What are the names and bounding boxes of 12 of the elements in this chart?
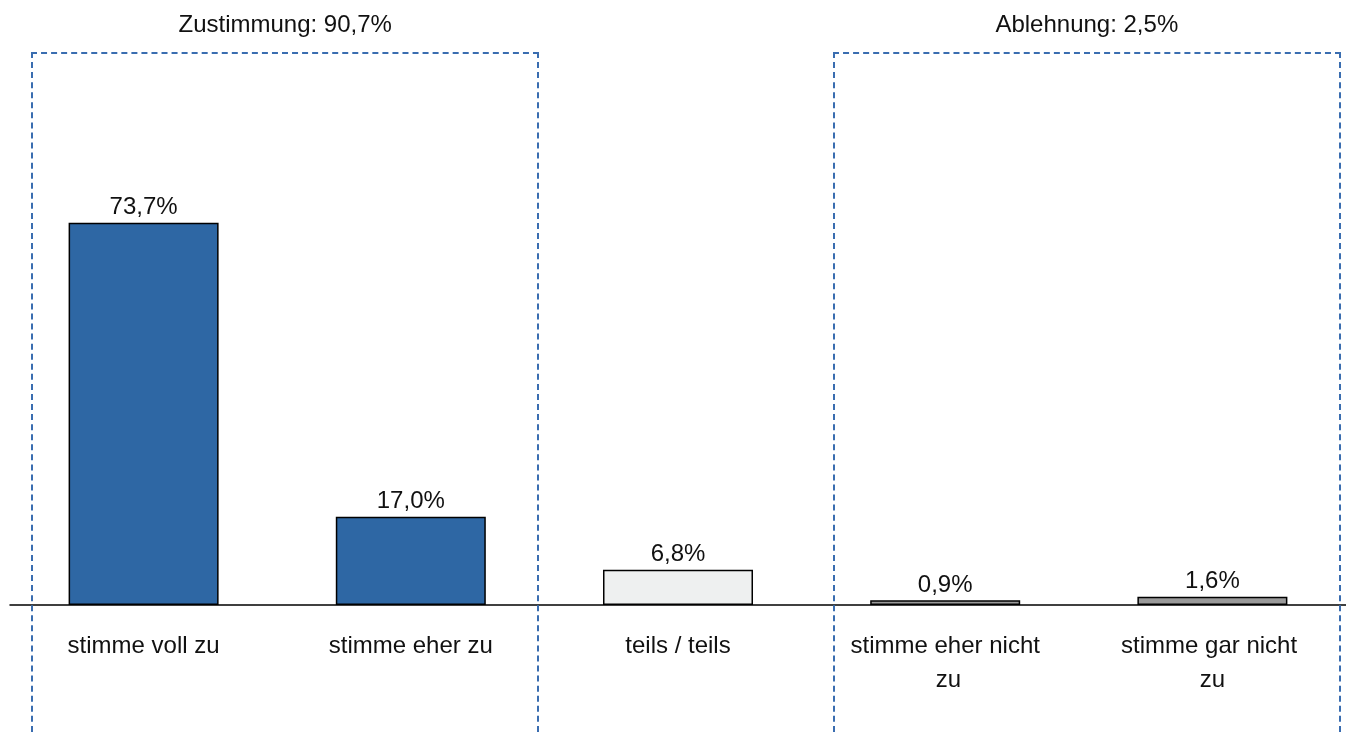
data-label: 1,6% [1185, 566, 1240, 594]
x-tick-label: stimme gar nicht zu [1121, 630, 1304, 692]
data-label: 17,0% [376, 486, 445, 514]
data-label: 73,7% [109, 192, 178, 220]
x-tick-label: teils / teils [625, 630, 731, 658]
x-tick-label: stimme voll zu [67, 630, 220, 658]
x-tick-label: stimme eher nicht zu [850, 630, 1041, 692]
text: Ablehnung: 2,5% [995, 10, 1179, 38]
text: Zustimmung: 90,7% [178, 10, 392, 38]
data-label: 0,9% [917, 569, 973, 597]
x-tick-label: stimme eher zu [328, 630, 493, 658]
data-label: 6,8% [650, 539, 706, 567]
